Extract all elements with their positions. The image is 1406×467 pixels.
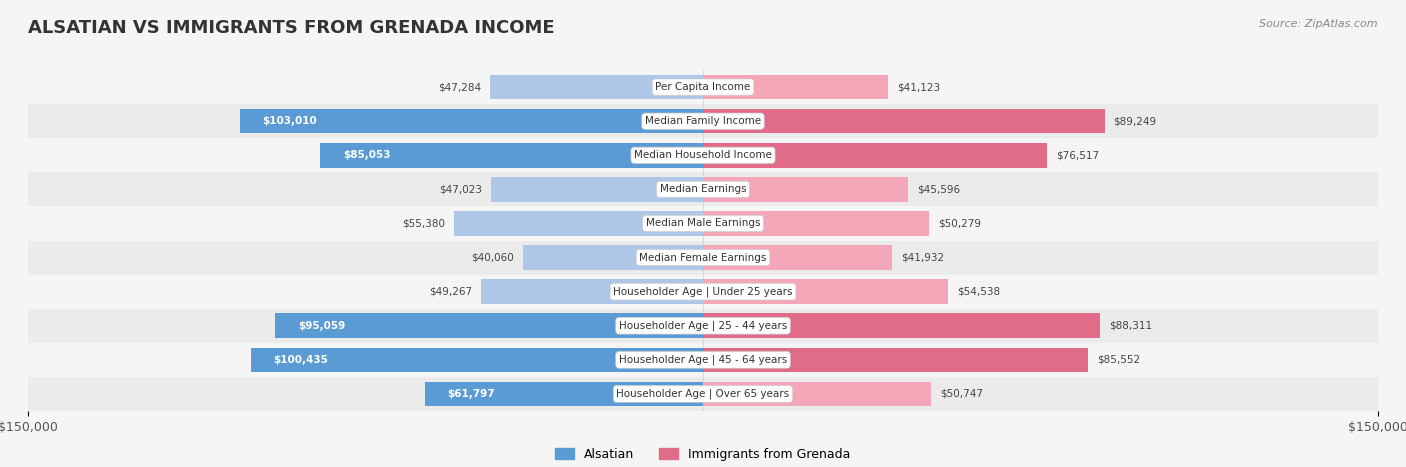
Bar xyxy=(28,104,1378,138)
Text: $41,123: $41,123 xyxy=(897,82,941,92)
Text: Source: ZipAtlas.com: Source: ZipAtlas.com xyxy=(1260,19,1378,28)
Text: Median Female Earnings: Median Female Earnings xyxy=(640,253,766,262)
Text: $49,267: $49,267 xyxy=(429,287,472,297)
Text: $47,284: $47,284 xyxy=(439,82,481,92)
Text: Householder Age | Under 25 years: Householder Age | Under 25 years xyxy=(613,286,793,297)
Text: $50,279: $50,279 xyxy=(938,219,981,228)
Text: $88,311: $88,311 xyxy=(1109,321,1153,331)
Bar xyxy=(703,75,889,99)
Bar xyxy=(321,143,703,168)
Text: $54,538: $54,538 xyxy=(957,287,1001,297)
Bar xyxy=(28,275,1378,309)
Text: Householder Age | 25 - 44 years: Householder Age | 25 - 44 years xyxy=(619,320,787,331)
Bar xyxy=(703,177,908,202)
Text: $41,932: $41,932 xyxy=(901,253,943,262)
Bar xyxy=(703,279,949,304)
Text: $40,060: $40,060 xyxy=(471,253,513,262)
Text: $85,552: $85,552 xyxy=(1097,355,1140,365)
Bar xyxy=(276,313,703,338)
Text: Median Male Earnings: Median Male Earnings xyxy=(645,219,761,228)
Text: Median Family Income: Median Family Income xyxy=(645,116,761,126)
Bar xyxy=(28,377,1378,411)
Bar xyxy=(28,241,1378,275)
Text: $55,380: $55,380 xyxy=(402,219,444,228)
Bar xyxy=(28,70,1378,104)
Text: $61,797: $61,797 xyxy=(447,389,495,399)
Bar xyxy=(28,343,1378,377)
Bar xyxy=(454,211,703,236)
Bar xyxy=(703,313,1101,338)
Text: $85,053: $85,053 xyxy=(343,150,391,160)
Text: $103,010: $103,010 xyxy=(262,116,316,126)
Text: Median Earnings: Median Earnings xyxy=(659,184,747,194)
Text: Per Capita Income: Per Capita Income xyxy=(655,82,751,92)
Text: $76,517: $76,517 xyxy=(1056,150,1099,160)
Bar xyxy=(28,138,1378,172)
Bar xyxy=(252,347,703,372)
Text: Median Household Income: Median Household Income xyxy=(634,150,772,160)
Text: Householder Age | Over 65 years: Householder Age | Over 65 years xyxy=(616,389,790,399)
Text: ALSATIAN VS IMMIGRANTS FROM GRENADA INCOME: ALSATIAN VS IMMIGRANTS FROM GRENADA INCO… xyxy=(28,19,555,37)
Bar xyxy=(425,382,703,406)
Bar xyxy=(703,211,929,236)
Text: $95,059: $95,059 xyxy=(298,321,344,331)
Text: $100,435: $100,435 xyxy=(274,355,329,365)
Bar xyxy=(703,109,1105,134)
Bar xyxy=(492,177,703,202)
Text: $47,023: $47,023 xyxy=(440,184,482,194)
Bar xyxy=(481,279,703,304)
Text: Householder Age | 45 - 64 years: Householder Age | 45 - 64 years xyxy=(619,354,787,365)
Text: $50,747: $50,747 xyxy=(941,389,983,399)
Legend: Alsatian, Immigrants from Grenada: Alsatian, Immigrants from Grenada xyxy=(550,443,856,466)
Bar xyxy=(28,172,1378,206)
Bar xyxy=(703,245,891,270)
Bar xyxy=(703,347,1088,372)
Bar xyxy=(523,245,703,270)
Bar xyxy=(28,309,1378,343)
Bar xyxy=(703,143,1047,168)
Text: $45,596: $45,596 xyxy=(917,184,960,194)
Text: $89,249: $89,249 xyxy=(1114,116,1157,126)
Bar xyxy=(491,75,703,99)
Bar xyxy=(28,206,1378,241)
Bar xyxy=(703,382,931,406)
Bar xyxy=(239,109,703,134)
